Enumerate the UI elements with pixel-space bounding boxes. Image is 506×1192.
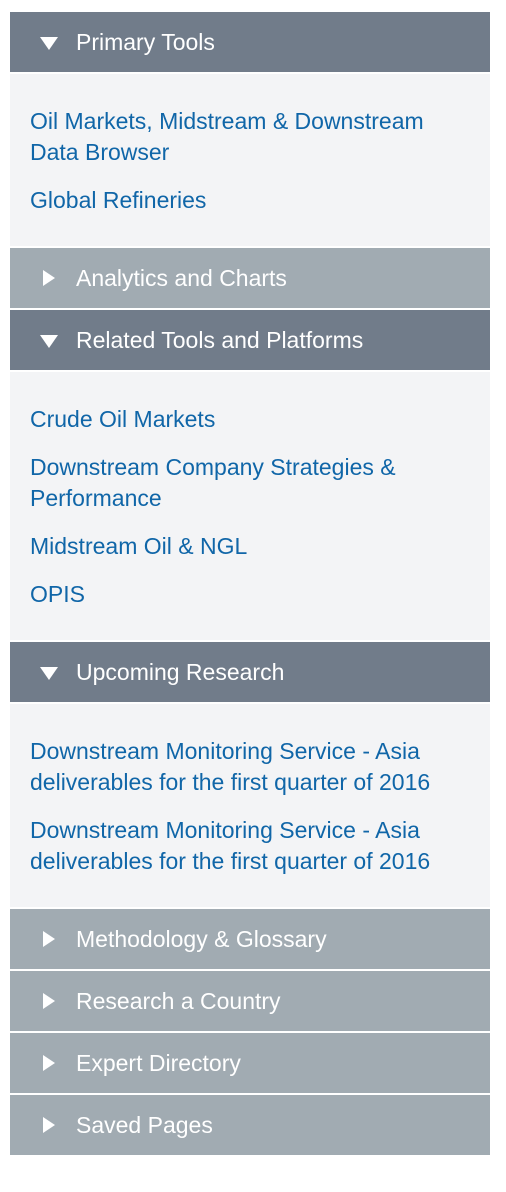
section-header-expert-directory[interactable]: Expert Directory xyxy=(10,1033,490,1095)
section-body-related-tools: Crude Oil Markets Downstream Company Str… xyxy=(10,372,490,642)
caret-right-icon xyxy=(43,993,55,1009)
section-title: Related Tools and Platforms xyxy=(76,326,364,353)
caret-right-icon xyxy=(43,1117,55,1133)
link-upcoming-research-item[interactable]: Downstream Monitoring Service - Asia del… xyxy=(30,817,431,874)
section-title: Upcoming Research xyxy=(76,658,285,685)
link-midstream-oil-ngl[interactable]: Midstream Oil & NGL xyxy=(30,533,248,559)
link-opis[interactable]: OPIS xyxy=(30,581,85,607)
section-header-methodology-glossary[interactable]: Methodology & Glossary xyxy=(10,909,490,971)
section-body-primary-tools: Oil Markets, Midstream & Downstream Data… xyxy=(10,74,490,248)
section-header-primary-tools[interactable]: Primary Tools xyxy=(10,12,490,74)
link-data-browser[interactable]: Oil Markets, Midstream & Downstream Data… xyxy=(30,108,424,165)
section-body-upcoming-research: Downstream Monitoring Service - Asia del… xyxy=(10,704,490,909)
caret-down-icon xyxy=(40,666,58,680)
section-title: Research a Country xyxy=(76,987,281,1014)
caret-down-icon xyxy=(40,36,58,50)
section-title: Analytics and Charts xyxy=(76,264,287,291)
section-header-related-tools[interactable]: Related Tools and Platforms xyxy=(10,310,490,372)
link-downstream-company-strategies[interactable]: Downstream Company Strategies & Performa… xyxy=(30,454,396,511)
link-global-refineries[interactable]: Global Refineries xyxy=(30,187,207,213)
section-title: Methodology & Glossary xyxy=(76,925,327,952)
section-title: Primary Tools xyxy=(76,28,215,55)
section-title: Expert Directory xyxy=(76,1049,241,1076)
accordion-panel: Primary Tools Oil Markets, Midstream & D… xyxy=(10,12,490,1157)
link-crude-oil-markets[interactable]: Crude Oil Markets xyxy=(30,406,216,432)
section-header-analytics-and-charts[interactable]: Analytics and Charts xyxy=(10,248,490,310)
section-header-saved-pages[interactable]: Saved Pages xyxy=(10,1095,490,1157)
caret-right-icon xyxy=(43,270,55,286)
section-header-upcoming-research[interactable]: Upcoming Research xyxy=(10,642,490,704)
link-upcoming-research-item[interactable]: Downstream Monitoring Service - Asia del… xyxy=(30,738,431,795)
caret-right-icon xyxy=(43,1055,55,1071)
section-title: Saved Pages xyxy=(76,1111,213,1138)
caret-right-icon xyxy=(43,931,55,947)
caret-down-icon xyxy=(40,334,58,348)
section-header-research-a-country[interactable]: Research a Country xyxy=(10,971,490,1033)
